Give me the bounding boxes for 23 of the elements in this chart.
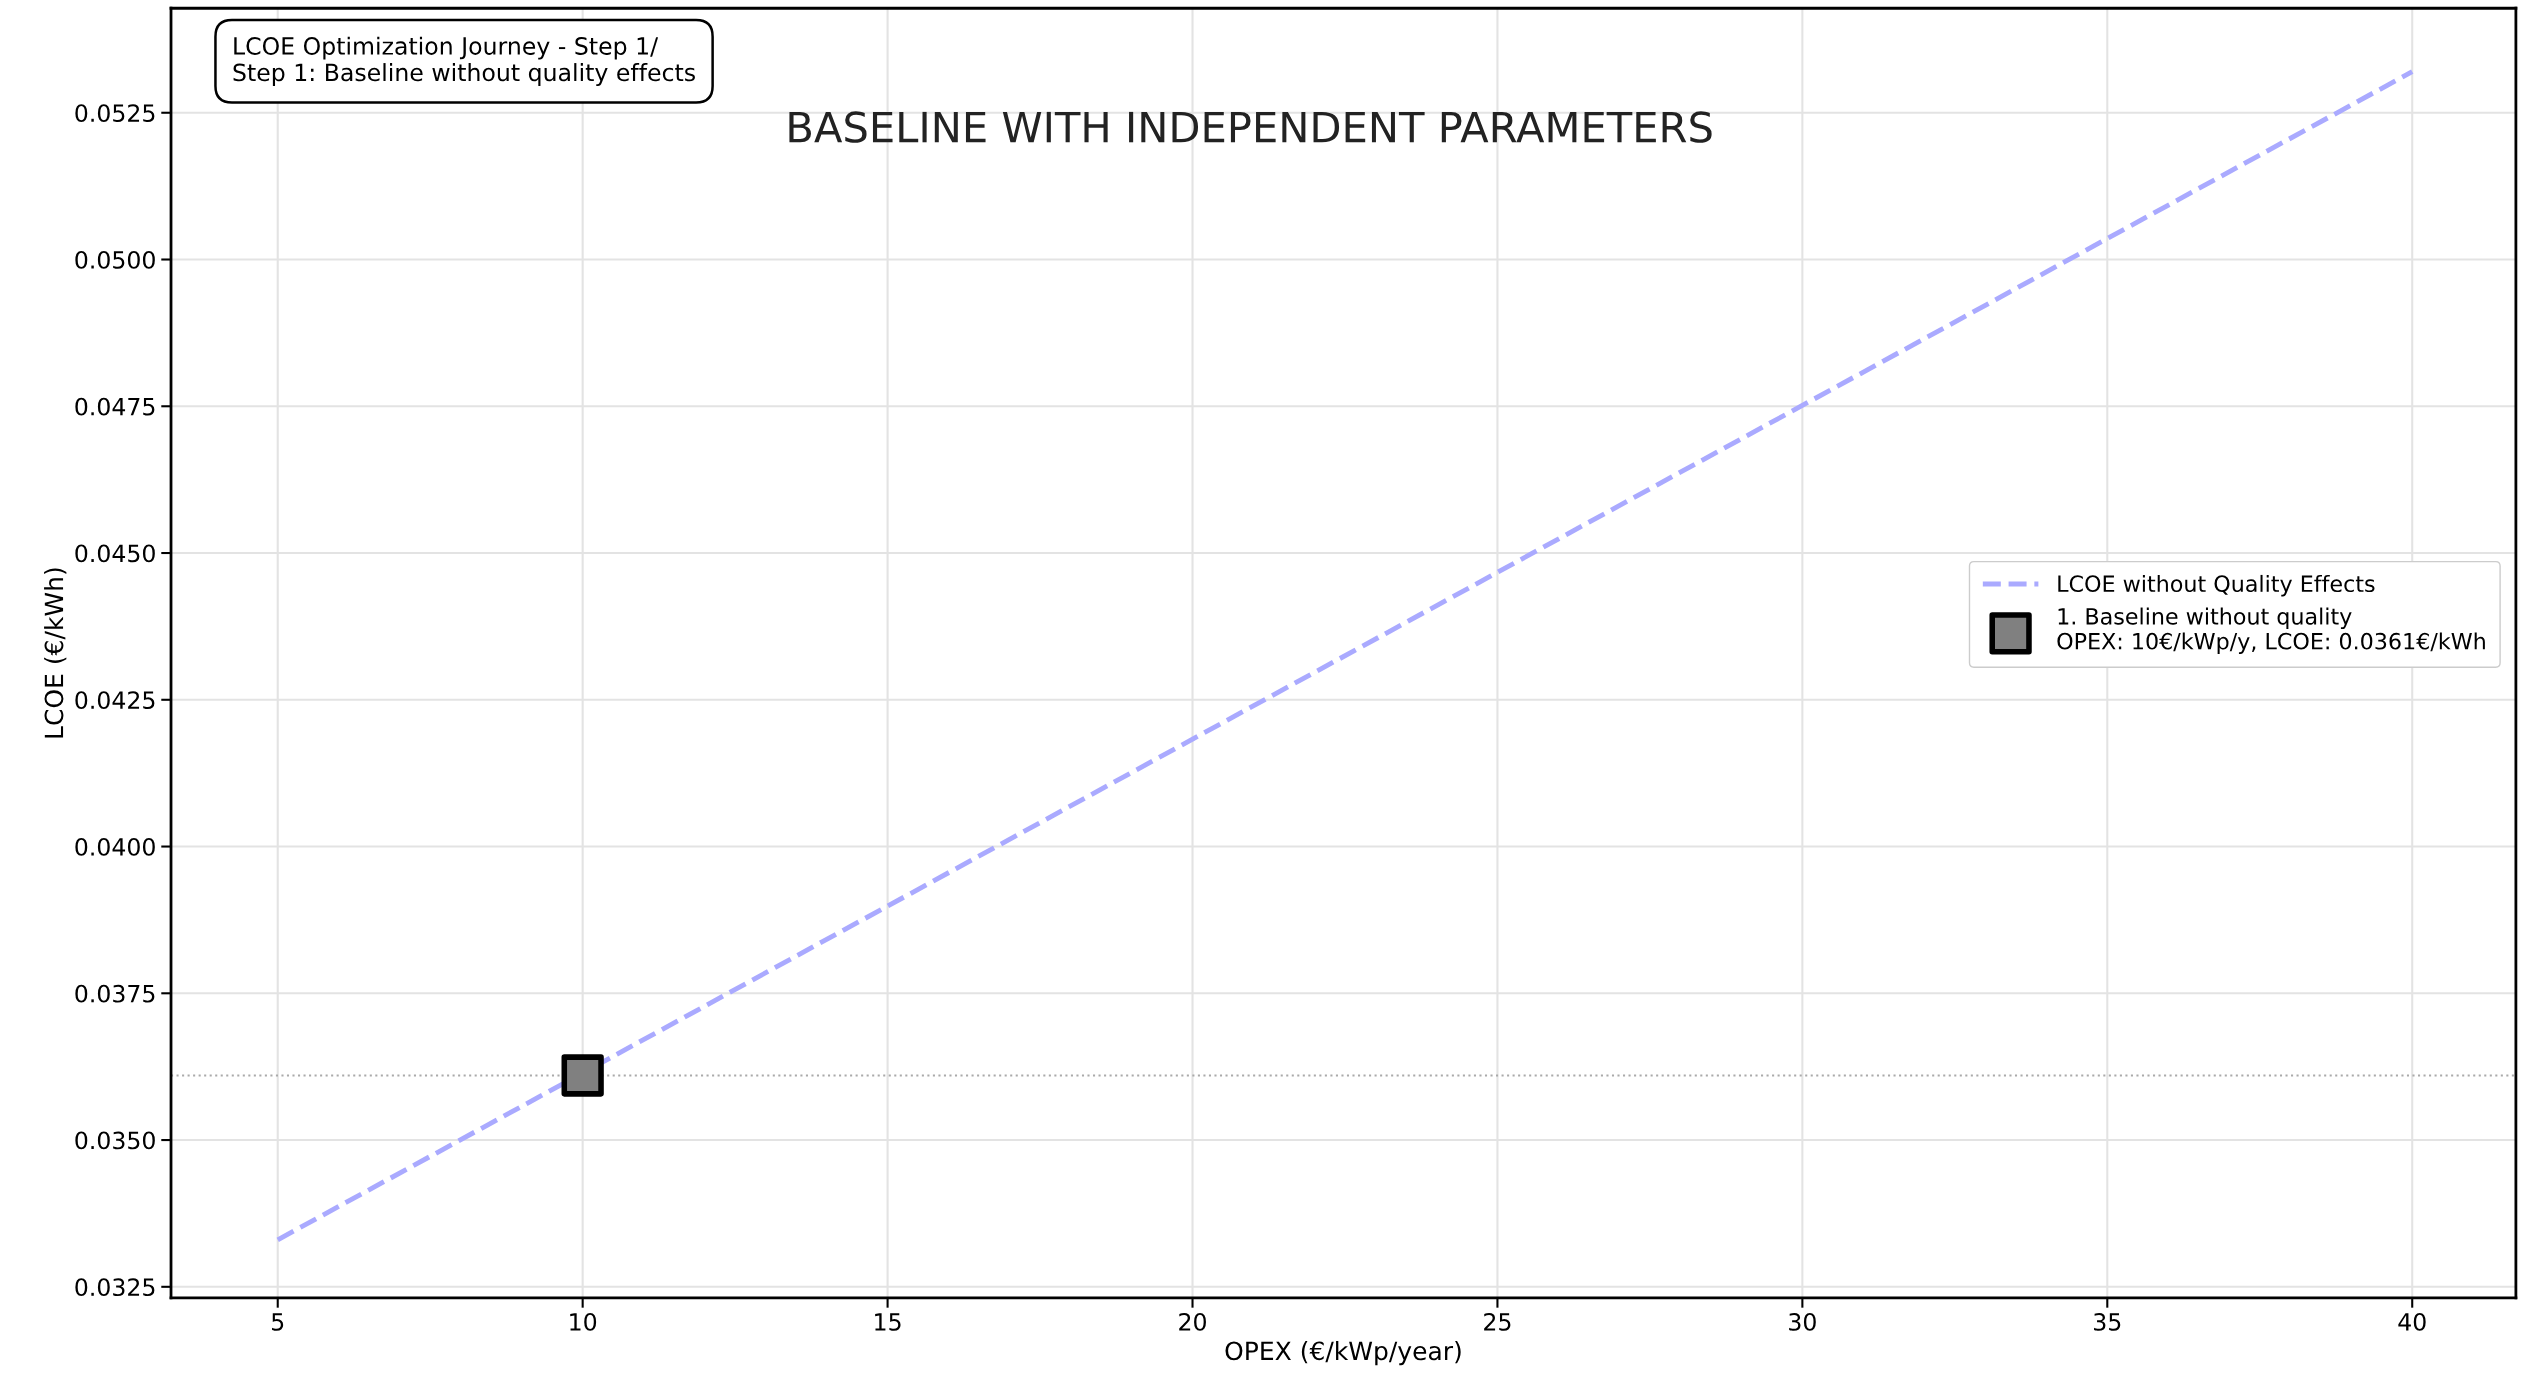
y-tick-label: 0.0350 bbox=[75, 1131, 155, 1150]
x-tick-label: 20 bbox=[1179, 1312, 1206, 1331]
text: BASELINE WITH INDEPENDENT PARAMETERS bbox=[789, 111, 1712, 143]
y-tick-label: 0.0325 bbox=[75, 1278, 155, 1297]
x-tick-label: 15 bbox=[875, 1313, 901, 1331]
y-tick-label: 0.0400 bbox=[75, 837, 155, 856]
y-tick-label: 0.0425 bbox=[75, 691, 155, 710]
x-tick-label: 30 bbox=[1789, 1312, 1816, 1331]
x-tick-label: 10 bbox=[570, 1312, 597, 1331]
legend-label: LCOE without Quality Effects bbox=[2058, 574, 2375, 597]
y-tick-label: 0.0450 bbox=[75, 544, 155, 563]
legend-label: 1. Baseline without quality OPEX: 10€/kWp/y, LCOE: 0.0361€/kWh bbox=[2057, 607, 2485, 654]
x-tick-label: 35 bbox=[2094, 1312, 2121, 1331]
y-tick-label: 0.0375 bbox=[75, 984, 155, 1003]
x-tick-label: 25 bbox=[1484, 1312, 1511, 1331]
x-tick-label: 5 bbox=[272, 1313, 284, 1331]
x-axis-title: OPEX (€/kWp/year) bbox=[1225, 1340, 1461, 1366]
y-tick-label: 0.0500 bbox=[75, 250, 155, 269]
x-tick-label: 40 bbox=[2398, 1312, 2426, 1331]
y-axis-title: LCOE (€/kWh) bbox=[44, 568, 67, 738]
y-tick-label: 0.0525 bbox=[75, 104, 155, 123]
annotation: LCOE Optimization Journey - Step 1/ Step 1: Baseline without quality effects bbox=[233, 36, 695, 86]
y-tick-label: 0.0475 bbox=[75, 397, 155, 416]
